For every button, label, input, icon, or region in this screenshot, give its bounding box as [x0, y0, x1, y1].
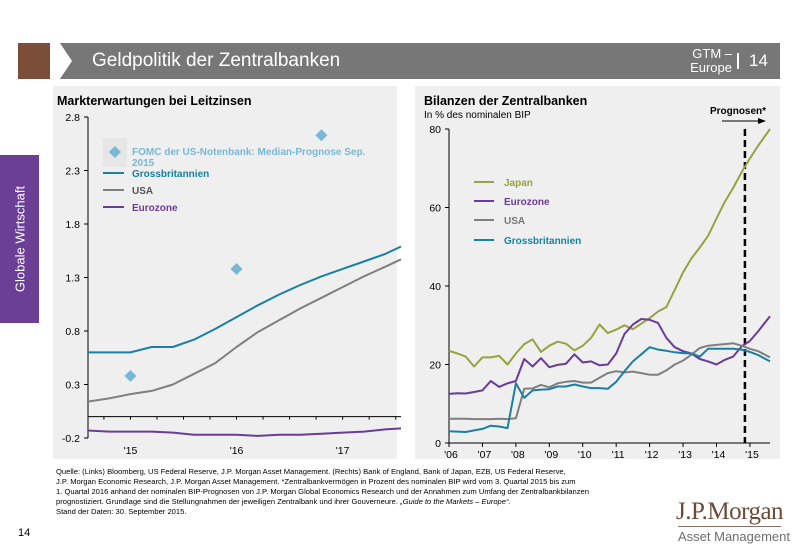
footnote-line: Stand der Daten: 30. September 2015.: [56, 507, 187, 516]
right-x-tick-label: '11: [612, 449, 625, 461]
page-title: Geldpolitik der Zentralbanken: [92, 50, 341, 71]
jpmorgan-logo: J.P.Morgan: [676, 498, 784, 525]
left-chart-title: Markterwartungen bei Leitzinsen: [57, 94, 252, 108]
footnote-line: J.P. Morgan Economic Research, J.P. Morg…: [56, 477, 576, 486]
left-y-tick-label: 2.8: [65, 112, 80, 124]
left-legend-label-grossbritannien: Grossbritannien: [132, 169, 209, 180]
right-x-tick-label: '06: [444, 449, 458, 461]
left-legend-label-eurozone: Eurozone: [132, 203, 178, 214]
left-x-tick-label: '17: [336, 445, 350, 457]
left-y-tick-label: -0.2: [62, 433, 80, 445]
right-y-tick-label: 60: [429, 203, 441, 215]
header-bar: [58, 43, 780, 79]
right-chart-title: Bilanzen der Zentralbanken: [424, 94, 588, 108]
footnote-line: Quelle: (Links) Bloomberg, US Federal Re…: [56, 467, 566, 476]
right-series-grossbritannien: [448, 346, 771, 433]
left-x-tick-label: '16: [230, 445, 244, 457]
gtm-label-line1: GTM –: [692, 46, 732, 61]
right-chart-subtitle: In % des nominalen BIP: [424, 110, 531, 121]
forecast-label: Prognosen*: [710, 106, 766, 117]
right-x-tick-label: '12: [645, 449, 659, 461]
right-legend-label-japan: Japan: [504, 178, 533, 189]
left-legend-label-fomc: FOMC der US-Notenbank: Median-Prognose S…: [132, 147, 366, 158]
logo-divider: [678, 526, 781, 527]
right-legend-label-grossbritannien: Grossbritannien: [504, 236, 581, 247]
right-x-tick-label: '14: [712, 449, 726, 461]
right-y-tick-label: 80: [429, 124, 441, 136]
fomc-diamond-point: [230, 262, 243, 275]
left-series-grossbritannien: [88, 245, 402, 354]
gtm-label: GTM – Europe: [672, 47, 732, 75]
right-legend-label-eurozone: Eurozone: [504, 197, 550, 208]
right-series-usa: [449, 342, 771, 421]
page-number: 14: [18, 527, 31, 539]
right-series-japan: [448, 128, 771, 368]
right-y-tick-label: 20: [429, 360, 441, 372]
left-legend-diamond-icon: [109, 146, 121, 158]
left-series-usa: [87, 258, 402, 403]
left-y-tick-label: 1.3: [65, 273, 80, 285]
footnote-line: prognostiziert. Grundlage sind die Stell…: [56, 497, 656, 507]
footnote-line: 1. Quartal 2016 anhand der nominalen BIP…: [56, 487, 590, 496]
left-y-tick-label: 0.3: [65, 380, 80, 392]
right-x-tick-label: '09: [544, 449, 558, 461]
left-legend-label-usa: USA: [132, 186, 153, 197]
right-series-eurozone: [448, 315, 771, 395]
right-x-tick-label: '08: [511, 449, 525, 461]
right-x-tick-label: '13: [678, 449, 692, 461]
fomc-diamond-point: [124, 369, 137, 382]
right-x-tick-label: '07: [478, 449, 492, 461]
footnote-guide-title: „Guide to the Markets – Europe“.: [400, 497, 511, 506]
right-y-tick-label: 0: [435, 438, 441, 450]
fomc-diamond-point: [315, 129, 328, 142]
left-y-tick-label: 1.8: [65, 219, 80, 231]
left-legend-label-fomc-line2: 2015: [132, 158, 155, 169]
side-tab-globale-wirtschaft[interactable]: Globale Wirtschaft: [0, 155, 39, 323]
footnote-text: prognostiziert. Grundlage sind die Stell…: [56, 497, 401, 506]
logo-subtitle: Asset Management: [678, 529, 791, 544]
forecast-arrow-icon: [758, 118, 766, 124]
right-x-tick-label: '15: [745, 449, 759, 461]
left-y-tick-label: 0.8: [65, 326, 80, 338]
header-separator: [737, 53, 739, 69]
right-x-tick-label: '10: [578, 449, 592, 461]
left-y-tick-label: 2.3: [65, 166, 80, 178]
right-y-tick-label: 40: [429, 281, 441, 293]
right-chart-panel: [415, 86, 780, 459]
footnote: Quelle: (Links) Bloomberg, US Federal Re…: [56, 467, 656, 517]
left-x-tick-label: '15: [124, 445, 138, 457]
left-series-eurozone: [87, 427, 402, 437]
gtm-label-line2: Europe: [690, 60, 732, 75]
right-legend-label-usa: USA: [504, 216, 525, 227]
header-page-number: 14: [749, 51, 768, 70]
